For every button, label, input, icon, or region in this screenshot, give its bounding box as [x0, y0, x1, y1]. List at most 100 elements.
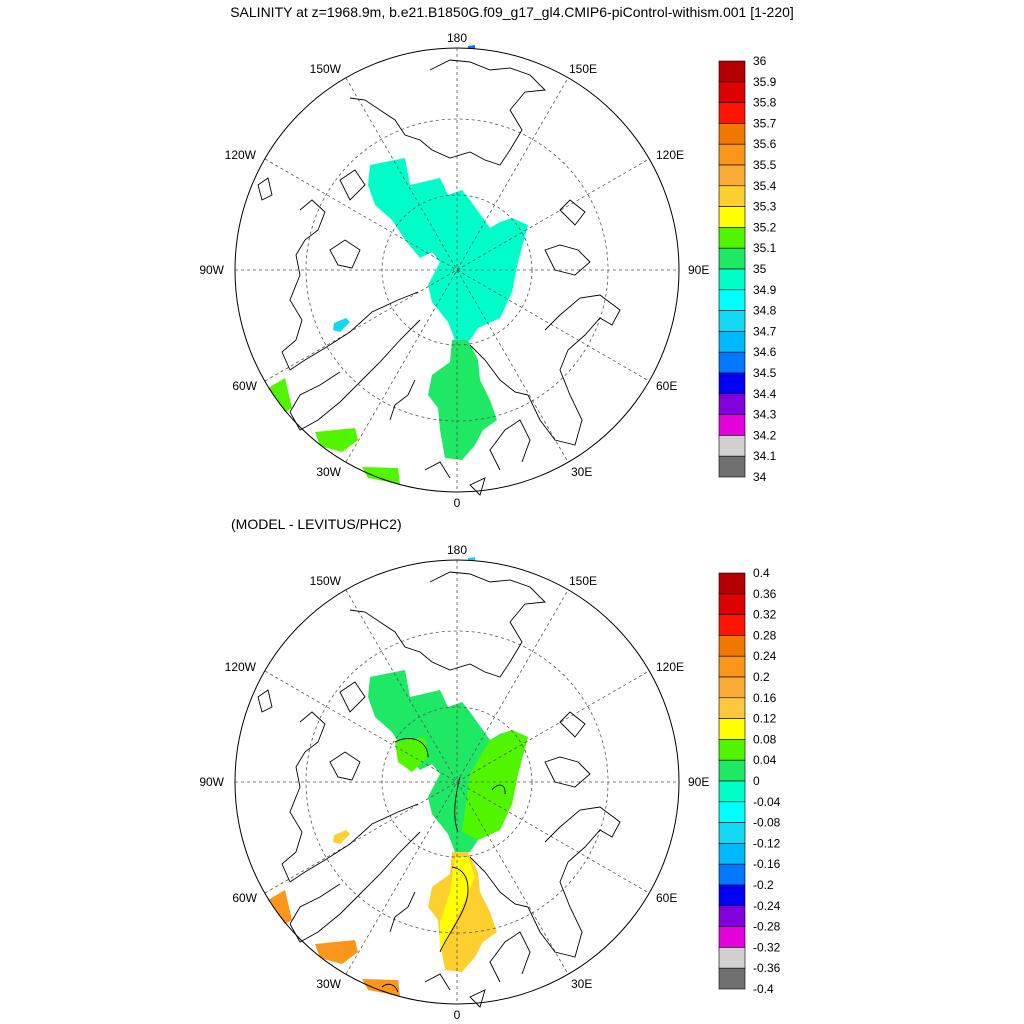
colorbar-swatch	[718, 676, 746, 699]
irminger-field	[362, 979, 400, 996]
colorbar-label: 35	[753, 262, 767, 276]
bottom-map-boundary	[234, 559, 680, 1005]
colorbar-label: 0.4	[753, 566, 770, 580]
lon-label-150w: 150W	[310, 574, 342, 588]
lon-label-120e: 120E	[656, 660, 684, 674]
colorbar-swatch	[718, 635, 746, 657]
atlantic-field	[428, 340, 497, 460]
bottom-grid-lines	[235, 560, 679, 1004]
lon-label-60w: 60W	[232, 379, 257, 393]
small-patch	[333, 318, 350, 332]
lon-label-60w: 60W	[232, 891, 257, 905]
colorbar-label: -0.16	[753, 857, 781, 871]
greenland-sea-field	[315, 940, 358, 964]
lon-label-90w: 90W	[199, 263, 224, 277]
colorbar-swatch	[718, 435, 746, 457]
small-patch	[333, 830, 350, 844]
colorbar-swatch	[718, 759, 746, 782]
colorbar-label: -0.36	[753, 961, 781, 975]
colorbar-label: 0.12	[753, 712, 777, 726]
bottom-coastlines	[257, 571, 621, 1008]
colorbar-label: 34.8	[753, 304, 777, 318]
colorbar-swatch	[718, 697, 746, 719]
colorbar-label: 0.24	[753, 649, 777, 663]
colorbar-label: 35.2	[753, 220, 777, 234]
top-colorbar: 36 35.9 35.8 35.7 35.6 35.5 35.4 35.3 35.2 35.1 35…	[718, 54, 777, 484]
top-salinity-map: 180 150E 120E 90E 60E 30E 0 30W 60W 90W …	[199, 31, 777, 510]
lon-label-150w: 150W	[310, 62, 342, 76]
arctic-field	[368, 158, 528, 340]
colorbar-label: 35.9	[753, 75, 777, 89]
difference-subtitle: (MODEL - LEVITUS/PHC2)	[231, 516, 402, 532]
lon-label-60e: 60E	[656, 379, 677, 393]
lon-label-30e: 30E	[571, 465, 592, 479]
colorbar-label: 0.36	[753, 587, 777, 601]
colorbar-label: -0.32	[753, 940, 781, 954]
colorbar-swatch	[718, 247, 746, 270]
east-field	[462, 730, 528, 840]
lon-label-90e: 90E	[688, 775, 709, 789]
colorbar-label: 35.4	[753, 179, 777, 193]
lon-label-30w: 30W	[316, 465, 341, 479]
colorbar-swatch	[718, 164, 746, 187]
lon-label-120w: 120W	[225, 660, 257, 674]
colorbar-swatch	[718, 310, 746, 332]
top-coastlines	[257, 59, 621, 496]
colorbar-swatch	[718, 655, 746, 678]
colorbar-label: 34.6	[753, 345, 777, 359]
colorbar-label: -0.2	[753, 878, 774, 892]
lon-label-30w: 30W	[316, 977, 341, 991]
lon-label-120w: 120W	[225, 148, 257, 162]
colorbar-swatch	[718, 572, 746, 595]
colorbar-swatch	[718, 967, 746, 990]
colorbar-label: 35.7	[753, 116, 777, 130]
atlantic-core-field	[440, 857, 475, 952]
colorbar-label: -0.24	[753, 899, 781, 913]
colorbar-swatch	[718, 455, 746, 478]
bottom-colorbar: 0.4 0.36 0.32 0.28 0.24 0.2 0.16 0.12 0.08 0.04 0 -…	[718, 566, 781, 996]
colorbar-label: 34.3	[753, 408, 777, 422]
lon-label-150e: 150E	[569, 62, 597, 76]
top-map-boundary	[234, 47, 680, 493]
lon-label-30e: 30E	[571, 977, 592, 991]
colorbar-swatch	[718, 884, 746, 907]
colorbar-swatch	[718, 331, 746, 353]
colorbar-swatch	[718, 801, 746, 823]
colorbar-label: 34.5	[753, 366, 777, 380]
colorbar-swatch	[718, 593, 746, 615]
colorbar-swatch	[718, 372, 746, 395]
figure-title: SALINITY at z=1968.9m, b.e21.B1850G.f09_…	[230, 4, 794, 20]
labrador-field	[268, 378, 292, 412]
lon-label-0: 0	[454, 496, 461, 510]
lon-label-150e: 150E	[569, 574, 597, 588]
bay-field	[395, 737, 428, 772]
colorbar-swatch	[718, 185, 746, 207]
colorbar-label: 35.8	[753, 96, 777, 110]
colorbar-swatch	[718, 206, 746, 228]
colorbar-label: -0.4	[753, 982, 774, 996]
irminger-field	[362, 467, 400, 484]
colorbar-swatch	[718, 81, 746, 103]
colorbar-label: -0.12	[753, 836, 781, 850]
colorbar-swatch	[718, 926, 746, 948]
colorbar-label: 34.4	[753, 387, 777, 401]
bottom-difference-map: 180 150E 120E 90E 60E 30E 0 30W 60W 90W …	[199, 543, 781, 1022]
colorbar-swatch	[718, 268, 746, 291]
colorbar-label: 34.7	[753, 324, 777, 338]
colorbar-swatch	[718, 780, 746, 803]
colorbar-label: 0.08	[753, 732, 777, 746]
lon-label-180: 180	[447, 31, 467, 45]
colorbar-label: 34.2	[753, 428, 777, 442]
colorbar-swatch	[718, 123, 746, 145]
colorbar-swatch	[718, 718, 746, 740]
labrador-field	[268, 890, 292, 924]
colorbar-label: 36	[753, 54, 767, 68]
colorbar-label: 35.3	[753, 200, 777, 214]
colorbar-label: 0.16	[753, 691, 777, 705]
lon-label-60e: 60E	[656, 891, 677, 905]
lon-label-90e: 90E	[688, 263, 709, 277]
colorbar-swatch	[718, 614, 746, 636]
colorbar-swatch	[718, 227, 746, 249]
colorbar-label: -0.04	[753, 795, 781, 809]
colorbar-label: 0.28	[753, 628, 777, 642]
